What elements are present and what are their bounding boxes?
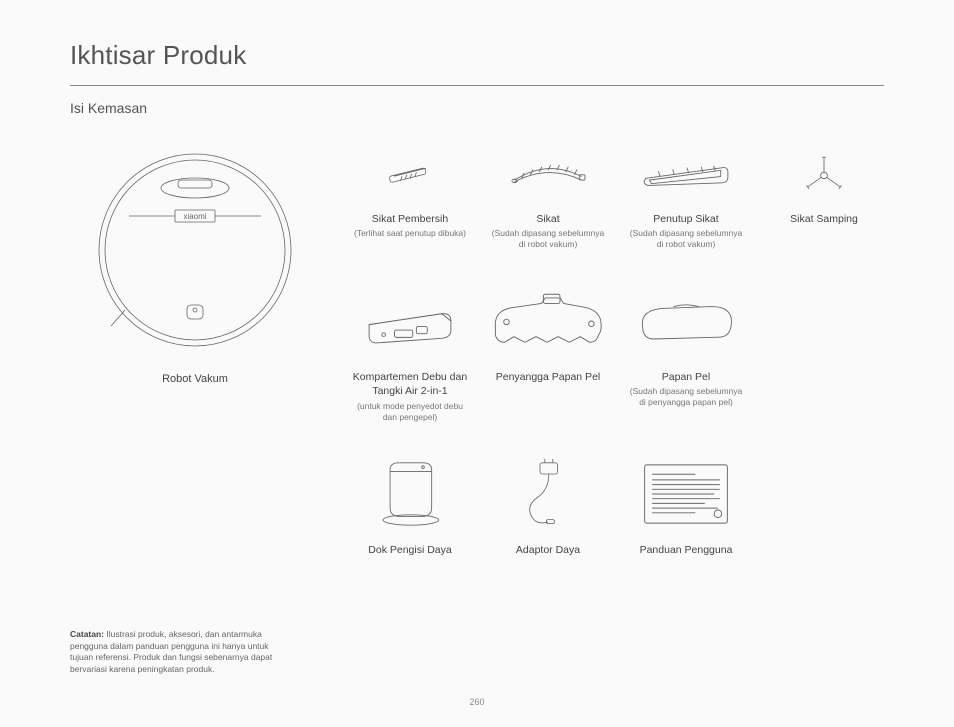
main-item-robot: xiaomi Robot Vakum <box>70 142 320 385</box>
mop-pad-illustration <box>626 280 746 362</box>
user-guide-illustration <box>626 453 746 535</box>
footnote: Catatan: Ilustrasi produk, aksesori, dan… <box>70 629 290 675</box>
footnote-bold: Catatan: <box>70 629 104 639</box>
item-cleaning-brush: Sikat Pembersih (Terlihat saat penutup d… <box>350 142 470 250</box>
item-label: Sikat Pembersih <box>350 212 470 226</box>
charging-dock-illustration <box>350 453 470 535</box>
item-mop-holder: Penyangga Papan Pel <box>488 280 608 422</box>
content-layout: xiaomi Robot Vakum <box>70 142 884 557</box>
item-label: Sikat Samping <box>764 212 884 226</box>
section-subtitle: Isi Kemasan <box>70 100 884 116</box>
main-column: xiaomi Robot Vakum <box>70 142 320 557</box>
main-item-label: Robot Vakum <box>70 373 320 385</box>
power-adapter-illustration <box>488 453 608 535</box>
page-title: Ikhtisar Produk <box>70 40 884 86</box>
dust-tank-illustration <box>350 280 470 362</box>
item-dust-tank: Kompartemen Debu dan Tangki Air 2-in-1 (… <box>350 280 470 422</box>
item-sublabel: (Terlihat saat penutup dibuka) <box>350 228 470 239</box>
manual-page: Ikhtisar Produk Isi Kemasan xiaomi <box>0 0 954 727</box>
cleaning-brush-illustration <box>350 142 470 204</box>
empty-cell <box>764 453 884 557</box>
item-sublabel: (Sudah dipasang sebelumnya di robot vaku… <box>626 228 746 250</box>
brush-cover-illustration <box>626 142 746 204</box>
item-brush-cover: Penutup Sikat (Sudah dipasang sebelumnya… <box>626 142 746 250</box>
item-label: Panduan Pengguna <box>626 543 746 557</box>
item-sublabel: (Sudah dipasang sebelumnya di robot vaku… <box>488 228 608 250</box>
side-brush-illustration <box>764 142 884 204</box>
item-label: Papan Pel <box>626 370 746 384</box>
mop-holder-illustration <box>488 280 608 362</box>
brand-text: xiaomi <box>183 212 206 221</box>
item-side-brush: Sikat Samping <box>764 142 884 250</box>
item-mop-pad: Papan Pel (Sudah dipasang sebelumnya di … <box>626 280 746 422</box>
item-power-adapter: Adaptor Daya <box>488 453 608 557</box>
item-label: Sikat <box>488 212 608 226</box>
item-sublabel: (Sudah dipasang sebelumnya di penyangga … <box>626 386 746 408</box>
brush-illustration <box>488 142 608 204</box>
empty-cell <box>764 280 884 422</box>
items-column: Sikat Pembersih (Terlihat saat penutup d… <box>350 142 884 557</box>
robot-vacuum-illustration: xiaomi <box>70 142 320 357</box>
item-label: Kompartemen Debu dan Tangki Air 2-in-1 <box>350 370 470 398</box>
item-brush: Sikat (Sudah dipasang sebelumnya di robo… <box>488 142 608 250</box>
item-sublabel: (untuk mode penyedot debu dan pengepel) <box>350 401 470 423</box>
item-label: Penyangga Papan Pel <box>488 370 608 384</box>
item-label: Adaptor Daya <box>488 543 608 557</box>
item-user-guide: Panduan Pengguna <box>626 453 746 557</box>
items-grid: Sikat Pembersih (Terlihat saat penutup d… <box>350 142 884 557</box>
item-charging-dock: Dok Pengisi Daya <box>350 453 470 557</box>
page-number: 260 <box>0 697 954 707</box>
item-label: Penutup Sikat <box>626 212 746 226</box>
item-label: Dok Pengisi Daya <box>350 543 470 557</box>
